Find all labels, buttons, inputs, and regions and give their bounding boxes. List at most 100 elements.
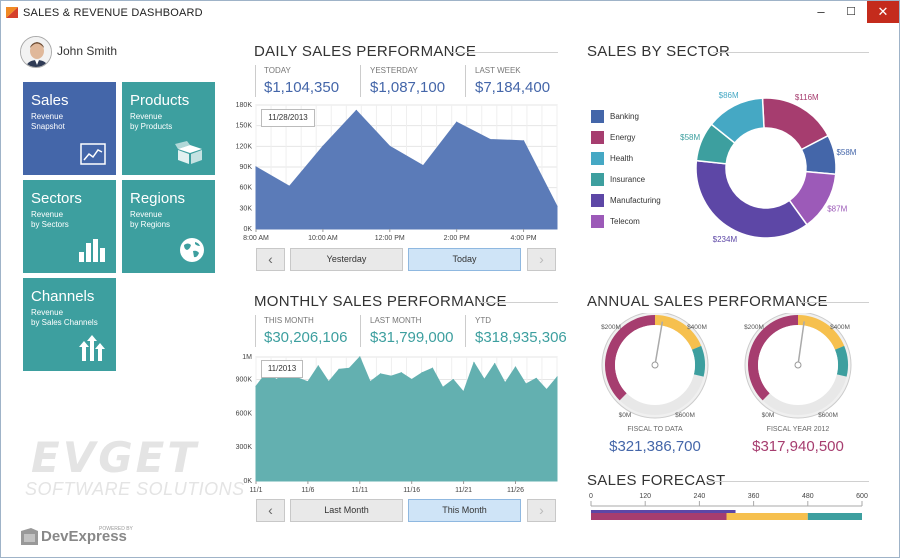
forecast-bar-chart: 0 120 240 360 480 600 bbox=[589, 493, 868, 520]
data-point bbox=[556, 205, 558, 207]
data-point bbox=[400, 372, 402, 374]
slice-label: $58M bbox=[680, 133, 700, 142]
sector-donut-chart[interactable]: $116M $58M $87M $234M $58M $86M bbox=[667, 86, 867, 256]
monthly-this-month-button[interactable]: This Month bbox=[408, 499, 521, 522]
y-tick-label: 180K bbox=[236, 102, 253, 109]
monthly-area-chart[interactable]: 0K 300K 600K 900K 1M 11/1 11/6 11/11 11/16 11/21 1… bbox=[226, 351, 566, 497]
data-point bbox=[422, 165, 424, 167]
data-point bbox=[556, 376, 558, 378]
tile-subtitle: Revenue by Products bbox=[130, 112, 173, 131]
x-tick-label: 2:00 PM bbox=[444, 235, 470, 242]
forecast-segment bbox=[591, 513, 727, 520]
stat-divider bbox=[465, 315, 466, 347]
data-point bbox=[322, 145, 324, 147]
tile-subtitle: Revenue by Sectors bbox=[31, 210, 69, 229]
x-tick-label: 8:00 AM bbox=[243, 235, 269, 242]
tile-title: Channels bbox=[31, 288, 95, 305]
monthly-prev-button[interactable]: ‹ bbox=[256, 499, 285, 522]
monthly-title-rule bbox=[479, 302, 558, 303]
tile-channels[interactable]: Channels Revenue by Sales Channels bbox=[23, 278, 116, 371]
x-tick-label: 0 bbox=[589, 493, 593, 500]
app-logo-icon bbox=[6, 7, 18, 18]
sector-title: SALES BY SECTOR bbox=[587, 43, 731, 60]
daily-stat-yesterday: YESTERDAY $1,087,100 bbox=[370, 66, 446, 96]
daily-prev-button[interactable]: ‹ bbox=[256, 248, 285, 271]
x-tick-label: 11/16 bbox=[403, 487, 420, 494]
minimize-button[interactable]: – bbox=[817, 4, 825, 19]
daily-stat-last-week: LAST WEEK $7,184,400 bbox=[475, 66, 551, 96]
monthly-next-button[interactable]: › bbox=[527, 499, 556, 522]
stat-divider bbox=[255, 65, 256, 97]
legend-label: Manufacturing bbox=[610, 196, 661, 205]
tile-title: Sales bbox=[31, 92, 69, 109]
daily-stat-today: TODAY $1,104,350 bbox=[264, 66, 340, 96]
x-tick-label: 10:00 AM bbox=[308, 235, 338, 242]
legend-label: Telecom bbox=[610, 217, 640, 226]
gauge-needle bbox=[797, 321, 805, 366]
data-point bbox=[338, 368, 340, 370]
bar-chart-icon bbox=[79, 239, 105, 262]
gauge-hub bbox=[794, 361, 802, 369]
globe-icon bbox=[180, 238, 204, 262]
slice-label: $58M bbox=[836, 148, 856, 157]
tile-products[interactable]: Products Revenue by Products bbox=[122, 82, 215, 175]
legend-swatch bbox=[591, 215, 604, 228]
daily-date-tooltip: 11/28/2013 bbox=[261, 109, 315, 127]
data-point bbox=[456, 121, 458, 123]
legend-label: Energy bbox=[610, 133, 636, 142]
x-tick-label: 11/6 bbox=[301, 487, 314, 494]
close-button[interactable]: ✕ bbox=[867, 1, 899, 23]
title-bar[interactable]: SALES & REVENUE DASHBOARD – ☐ ✕ bbox=[1, 1, 899, 25]
data-point bbox=[288, 185, 291, 187]
y-tick-label: 600K bbox=[236, 410, 253, 417]
tile-title: Sectors bbox=[31, 190, 82, 207]
arrows-up-icon bbox=[79, 335, 105, 361]
slice-label: $87M bbox=[827, 205, 847, 214]
tile-sectors[interactable]: Sectors Revenue by Sectors bbox=[23, 180, 116, 273]
monthly-last-month-button[interactable]: Last Month bbox=[290, 499, 403, 522]
legend-swatch bbox=[591, 110, 604, 123]
y-tick-label: 0K bbox=[243, 226, 252, 233]
tile-regions[interactable]: Regions Revenue by Regions bbox=[122, 180, 215, 273]
gauge-band bbox=[691, 345, 705, 377]
maximize-button[interactable]: ☐ bbox=[846, 6, 856, 18]
gauge-scale-label: $400M bbox=[830, 324, 850, 331]
legend-swatch bbox=[591, 131, 604, 144]
data-point bbox=[307, 381, 309, 383]
tile-title: Regions bbox=[130, 190, 186, 207]
stat-divider bbox=[360, 65, 361, 97]
avatar[interactable] bbox=[20, 36, 52, 68]
daily-area-chart[interactable]: 0K 30K 60K 90K 120K 150K 180K 8:00 AM 10:00 AM 12… bbox=[226, 99, 566, 247]
data-point bbox=[462, 391, 465, 393]
gauge-caption-1: FISCAL TO DATA bbox=[627, 426, 683, 433]
y-tick-label: 30K bbox=[240, 205, 253, 212]
data-point bbox=[276, 378, 278, 381]
daily-title-rule bbox=[451, 52, 558, 53]
watermark-tagline: SOFTWARE SOLUTIONS bbox=[25, 479, 245, 499]
data-point bbox=[411, 378, 413, 381]
x-tick-label: 11/11 bbox=[352, 487, 369, 494]
tile-sales[interactable]: Sales Revenue Snapshot bbox=[23, 82, 116, 175]
monthly-stat-this-month: THIS MONTH $30,206,106 bbox=[264, 316, 348, 346]
data-point bbox=[390, 375, 392, 377]
slice-label: $234M bbox=[713, 235, 738, 244]
daily-next-button[interactable]: › bbox=[527, 248, 556, 271]
data-point bbox=[489, 138, 491, 141]
gauge-scale-label: $0M bbox=[619, 412, 632, 419]
watermark-brand: EVGET bbox=[31, 433, 200, 482]
data-point bbox=[389, 145, 391, 147]
data-point bbox=[431, 367, 434, 369]
annual-title: ANNUAL SALES PERFORMANCE bbox=[587, 293, 828, 310]
y-tick-label: 0K bbox=[243, 478, 252, 485]
x-tick-label: 12:00 PM bbox=[375, 235, 405, 242]
x-tick-label: 360 bbox=[748, 493, 760, 500]
gauge-band bbox=[798, 315, 845, 350]
data-point bbox=[328, 381, 330, 383]
daily-today-button[interactable]: Today bbox=[408, 248, 521, 271]
legend-label: Insurance bbox=[610, 175, 646, 184]
gauge-band bbox=[605, 315, 655, 401]
data-point bbox=[525, 383, 527, 385]
data-point bbox=[369, 381, 371, 383]
donut-slice-manufacturing bbox=[695, 159, 809, 239]
daily-yesterday-button[interactable]: Yesterday bbox=[290, 248, 403, 271]
